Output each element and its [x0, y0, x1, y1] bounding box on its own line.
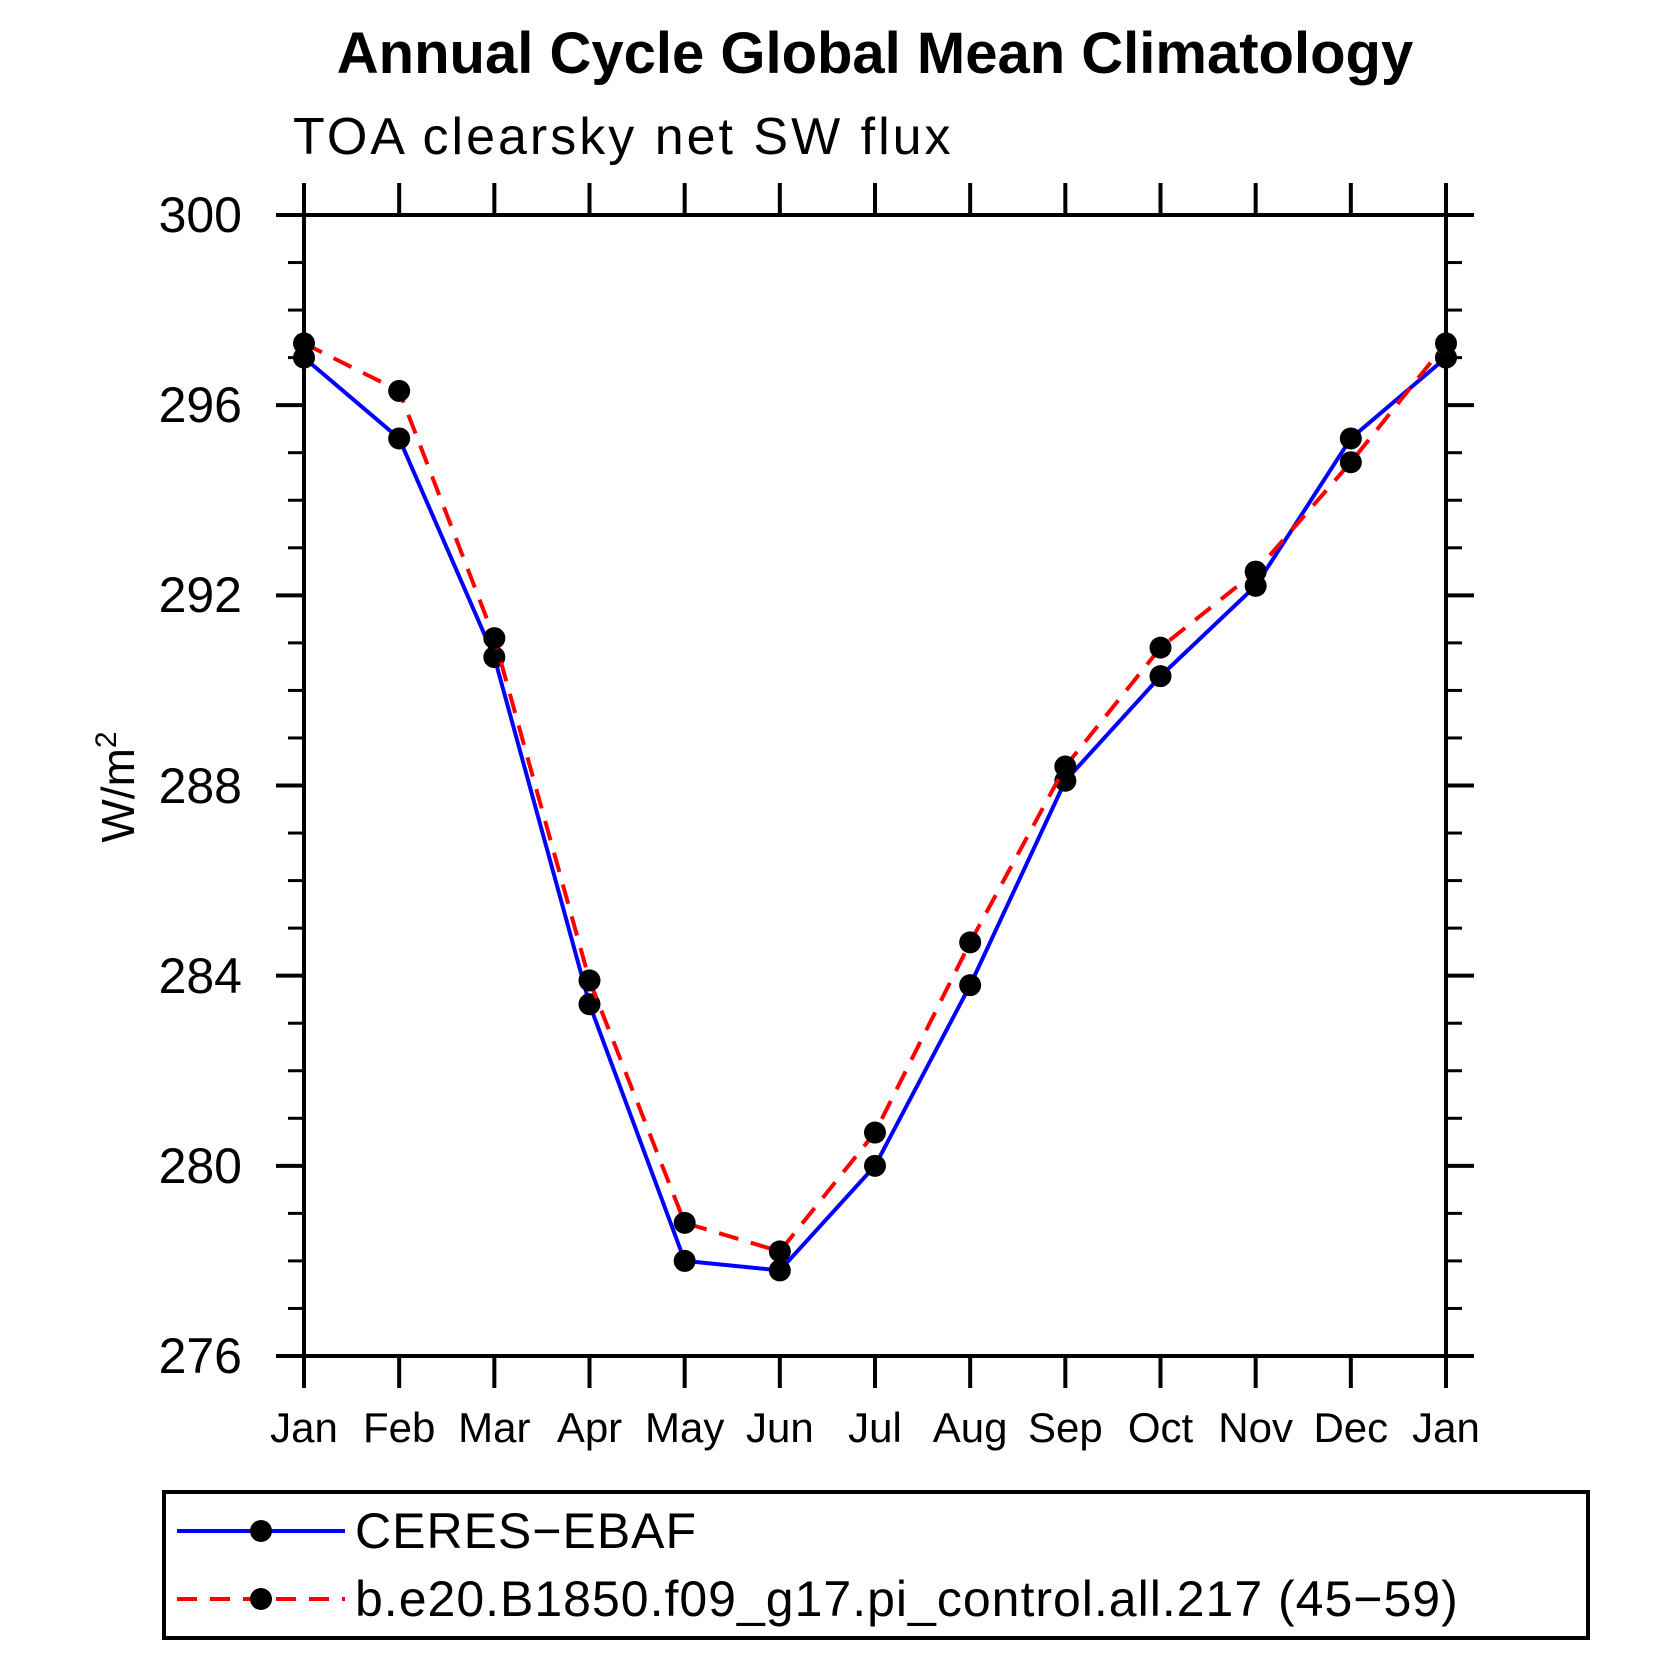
x-tick-label: Jan: [1412, 1404, 1480, 1451]
data-point-marker: [673, 1249, 696, 1272]
y-tick-label: 292: [158, 567, 242, 624]
x-tick-label: Apr: [556, 1404, 623, 1451]
legend-swatch-solid: [177, 1520, 345, 1542]
x-tick-label: Oct: [1127, 1404, 1194, 1451]
x-tick-label: Dec: [1313, 1404, 1389, 1451]
data-point-marker: [959, 931, 982, 954]
series-line-1: [303, 341, 1448, 1254]
legend-swatch-dashed: [177, 1588, 345, 1610]
data-point-marker: [864, 1121, 886, 1144]
y-tick-label: 280: [158, 1137, 242, 1194]
y-tick-label: 284: [158, 947, 242, 1004]
chart-title: Annual Cycle Global Mean Climatology: [336, 21, 1414, 86]
x-tick-label: Aug: [932, 1404, 1008, 1451]
legend-label-observation: CERES−EBAF: [355, 1503, 698, 1559]
x-tick-label: Jan: [270, 1404, 338, 1451]
plot-frame: [302, 213, 1448, 1358]
data-point-marker: [864, 1154, 886, 1177]
data-point-marker: [1244, 560, 1267, 583]
data-point-marker: [1054, 755, 1077, 778]
legend-marker-icon: [250, 1520, 272, 1542]
data-point-marker: [768, 1240, 791, 1263]
legend: CERES−EBAF b.e20.B1850.f09_g17.pi_contro…: [162, 1490, 1590, 1640]
x-tick-label: May: [644, 1404, 725, 1451]
x-tick-label: Feb: [362, 1404, 436, 1451]
y-tick-label: 276: [158, 1328, 242, 1384]
data-point-marker: [673, 1211, 696, 1234]
data-point-marker: [1149, 665, 1172, 688]
data-point-marker: [959, 974, 982, 997]
data-point-marker: [768, 1259, 791, 1282]
x-tick-label: Sep: [1027, 1404, 1103, 1451]
data-point-marker: [1435, 332, 1457, 355]
data-point-marker: [578, 969, 601, 992]
x-tick-label: Jul: [848, 1404, 902, 1451]
legend-label-model: b.e20.B1850.f09_g17.pi_control.all.217 (…: [355, 1571, 1459, 1627]
data-point-marker: [293, 332, 315, 355]
data-point-marker: [483, 627, 506, 650]
data-point-marker: [388, 427, 411, 450]
y-tick-label: 288: [158, 757, 242, 814]
x-tick-label: Jun: [745, 1404, 814, 1451]
y-tick-label: 296: [158, 377, 242, 434]
data-point-marker: [1149, 636, 1172, 659]
x-tick-label: Mar: [458, 1404, 531, 1451]
y-tick-label: 300: [158, 187, 242, 243]
chart-subtitle: TOA clearsky net SW flux: [293, 108, 954, 166]
legend-marker-icon: [250, 1588, 272, 1610]
legend-item-model: b.e20.B1850.f09_g17.pi_control.all.217 (…: [173, 1571, 1459, 1627]
data-point-marker: [1339, 451, 1362, 474]
data-point-marker: [1339, 427, 1362, 450]
legend-item-observation: CERES−EBAF: [173, 1503, 697, 1559]
x-tick-label: Nov: [1218, 1404, 1293, 1451]
data-point-marker: [388, 379, 411, 402]
